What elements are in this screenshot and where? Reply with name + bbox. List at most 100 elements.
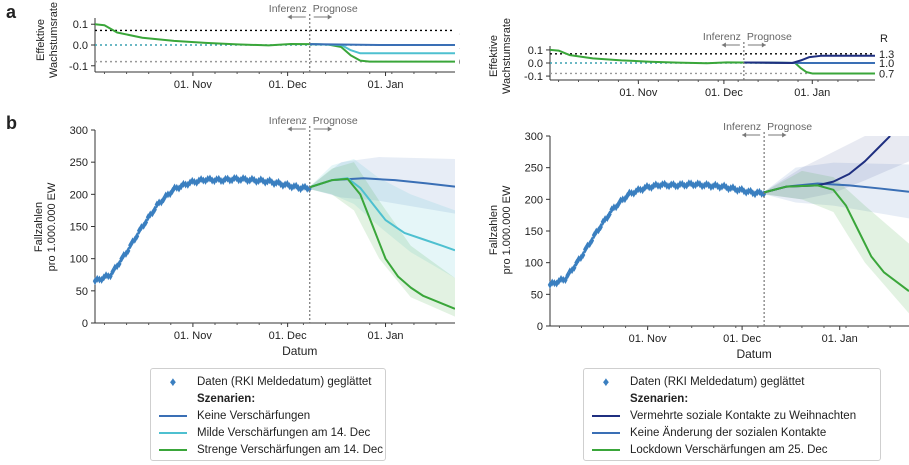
inference-label: Inferenz xyxy=(269,115,307,127)
y-tick-label: 0 xyxy=(82,318,88,330)
x-tick-label: 01. Jan xyxy=(794,87,830,99)
y-tick-label: 200 xyxy=(70,189,88,201)
legend-data-entry: ♦ Daten (RKI Meldedatum) geglättet xyxy=(159,373,377,390)
data-point-marker xyxy=(152,205,157,214)
r-label: R xyxy=(880,33,888,45)
y-tick-label: 100 xyxy=(525,258,543,270)
data-point-marker xyxy=(97,275,102,284)
data-point-marker xyxy=(655,181,661,190)
y-tick-label: 0.0 xyxy=(528,58,543,70)
legend-swatch xyxy=(159,431,187,434)
data-point-marker xyxy=(695,179,700,188)
data-point-marker xyxy=(181,179,186,188)
y-axis-label-line: Effektive xyxy=(488,35,500,77)
data-point-marker xyxy=(176,184,182,193)
legend-item: Keine Verschärfungen xyxy=(159,407,377,424)
reference-line-label: 1.0 xyxy=(879,58,894,70)
arrow-right-head-icon xyxy=(761,42,766,48)
data-point-marker xyxy=(644,182,650,191)
data-point-marker xyxy=(594,227,599,236)
data-point-marker xyxy=(651,181,656,190)
legend-data-label: Daten (RKI Meldedatum) geglättet xyxy=(630,375,805,388)
series-line xyxy=(95,23,455,63)
x-tick-label: 01. Jan xyxy=(367,79,403,91)
y-tick-label: 50 xyxy=(531,289,543,301)
cases-chart-left: 0 50 100 150 200 250 300 01. Nov 01. Dec 01. Jan F… xyxy=(33,115,455,358)
x-tick-label: 01. Dec xyxy=(269,79,307,91)
y-axis-label-line: Effektive xyxy=(35,19,47,61)
series-line xyxy=(309,43,455,46)
arrow-right-head-icon xyxy=(782,132,787,138)
y-tick-label: 0 xyxy=(537,321,543,333)
y-axis-label: Effektive Wachstumsrate xyxy=(488,18,513,94)
inference-label: Inferenz xyxy=(269,3,307,15)
legend-left: ♦ Daten (RKI Meldedatum) geglättet Szena… xyxy=(150,368,386,461)
data-point-marker xyxy=(607,210,612,219)
data-point-marker xyxy=(143,218,149,227)
y-axis-label-line: Fallzahlen xyxy=(488,205,500,255)
x-axis-label: Datum xyxy=(282,344,317,358)
data-point-marker xyxy=(269,178,275,187)
legend-item: Keine Änderung der sozialen Kontakte xyxy=(592,424,872,441)
data-point-marker xyxy=(185,180,191,189)
data-point-marker xyxy=(715,181,720,190)
arrow-left-head-icon xyxy=(287,126,292,132)
data-point-marker xyxy=(567,267,573,276)
x-tick-label: 01. Nov xyxy=(174,330,212,342)
x-tick-label: 01. Nov xyxy=(619,87,657,99)
legend-data-entry: ♦ Daten (RKI Meldedatum) geglättet xyxy=(592,373,872,390)
legend-swatch xyxy=(592,431,620,434)
reference-line-label: 0.7 xyxy=(459,57,460,69)
data-point-marker xyxy=(688,179,694,188)
data-point-marker xyxy=(631,189,636,198)
y-tick-label: 100 xyxy=(70,254,88,266)
x-tick-label: 01. Jan xyxy=(822,333,858,345)
y-axis-label: Fallzahlen pro 1.000.000 EW xyxy=(33,182,58,271)
arrow-right-head-icon xyxy=(327,126,332,132)
data-point-marker xyxy=(101,273,107,282)
data-point-marker xyxy=(167,190,173,199)
data-point-marker xyxy=(587,240,592,249)
data-point-marker xyxy=(561,275,566,284)
data-point-marker xyxy=(110,267,115,276)
data-point-marker xyxy=(600,217,606,226)
legend-item: Vermehrte soziale Kontakte zu Weihnachte… xyxy=(592,407,872,424)
data-point-marker xyxy=(154,200,160,209)
legend-item-label: Vermehrte soziale Kontakte zu Weihnachte… xyxy=(630,409,857,422)
legend-swatch xyxy=(159,448,187,451)
y-axis-label: Effektive Wachstumsrate xyxy=(35,2,60,78)
data-point-marker xyxy=(130,237,135,246)
legend-item-label: Milde Verschärfungen am 14. Dec xyxy=(197,426,371,439)
y-tick-label: 200 xyxy=(525,194,543,206)
confidence-band xyxy=(309,162,455,317)
legend-item-label: Keine Verschärfungen xyxy=(197,409,311,422)
data-point-marker xyxy=(755,188,760,197)
x-tick-label: 01. Jan xyxy=(367,330,403,342)
reference-line-label: 0.7 xyxy=(879,68,894,80)
forecast-label: Prognose xyxy=(767,121,812,133)
data-point-marker xyxy=(209,176,215,185)
y-axis-label-line: Wachstumsrate xyxy=(501,18,513,94)
x-axis-label: Datum xyxy=(736,347,771,361)
data-point-marker xyxy=(278,180,283,189)
series-line xyxy=(763,184,909,292)
data-point-marker xyxy=(119,254,124,263)
forecast-label: Prognose xyxy=(313,115,358,127)
data-point-marker xyxy=(223,174,228,183)
arrow-right-head-icon xyxy=(327,14,332,20)
y-tick-label: 150 xyxy=(525,226,543,238)
series-line xyxy=(743,54,875,64)
data-point-marker xyxy=(702,181,707,190)
data-point-marker xyxy=(721,181,727,190)
confidence-band xyxy=(764,162,909,219)
legend-item: Strenge Verschärfungen am 14. Dec xyxy=(159,441,383,458)
data-point-marker xyxy=(662,179,667,188)
inference-label: Inferenz xyxy=(703,31,741,43)
data-point-marker xyxy=(658,182,663,191)
data-point-marker xyxy=(574,258,579,267)
legend-data-label: Daten (RKI Meldedatum) geglättet xyxy=(197,375,372,388)
data-point-marker xyxy=(287,182,292,191)
y-tick-label: 150 xyxy=(70,222,88,234)
data-point-marker xyxy=(123,249,129,258)
arrow-left-head-icon xyxy=(742,132,747,138)
